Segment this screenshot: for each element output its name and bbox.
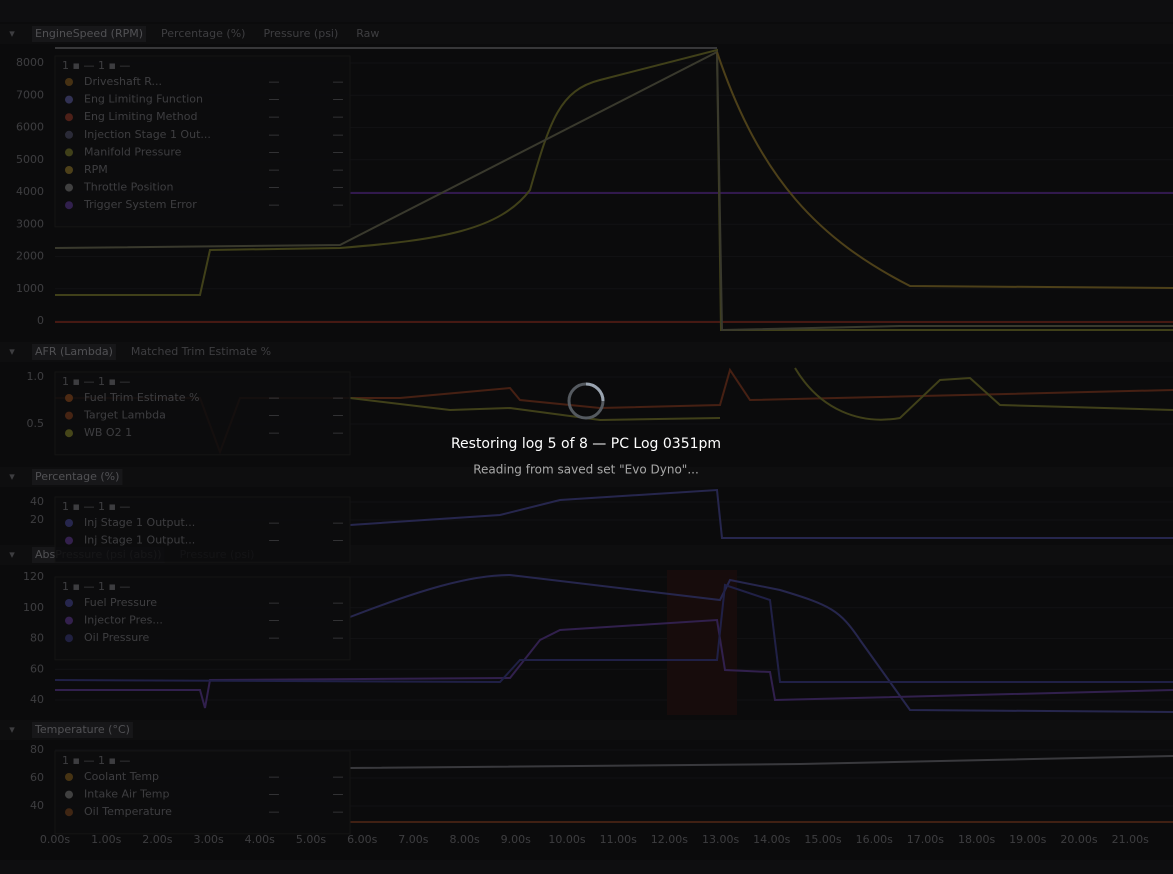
overlay-subtitle: Reading from saved set "Evo Dyno"... (473, 463, 699, 477)
overlay-title: Restoring log 5 of 8 — PC Log 0351pm (451, 436, 721, 452)
spinner (585, 382, 605, 402)
